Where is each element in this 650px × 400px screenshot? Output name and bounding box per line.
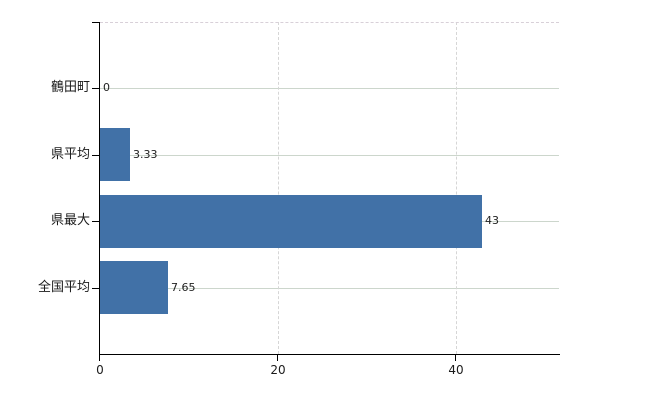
x-tick bbox=[455, 355, 456, 361]
x-tick-label: 40 bbox=[448, 363, 464, 377]
h-gridline bbox=[100, 288, 559, 289]
value-label: 43 bbox=[485, 214, 499, 227]
value-label: 3.33 bbox=[133, 148, 158, 161]
category-tick bbox=[92, 155, 100, 156]
x-tick bbox=[277, 355, 278, 361]
plot-top-border bbox=[100, 22, 559, 23]
h-gridline bbox=[100, 155, 559, 156]
category-tick bbox=[92, 88, 100, 89]
x-tick-label: 0 bbox=[96, 363, 104, 377]
bar bbox=[100, 261, 168, 314]
y-axis-top-tick bbox=[92, 22, 100, 23]
category-label: 県最大 bbox=[50, 213, 90, 228]
h-gridline bbox=[100, 88, 559, 89]
bar bbox=[100, 195, 482, 248]
category-label: 鶴田町 bbox=[50, 80, 90, 95]
value-label: 0 bbox=[103, 81, 110, 94]
category-tick bbox=[92, 288, 100, 289]
x-axis bbox=[99, 354, 560, 355]
v-gridline bbox=[278, 22, 279, 354]
category-label: 県平均 bbox=[50, 147, 90, 162]
category-label: 全国平均 bbox=[37, 280, 90, 295]
y-axis bbox=[99, 22, 100, 355]
category-tick bbox=[92, 221, 100, 222]
v-gridline bbox=[456, 22, 457, 354]
x-tick bbox=[99, 355, 100, 361]
value-label: 7.65 bbox=[171, 281, 196, 294]
bar bbox=[100, 128, 130, 181]
x-tick-label: 20 bbox=[270, 363, 286, 377]
